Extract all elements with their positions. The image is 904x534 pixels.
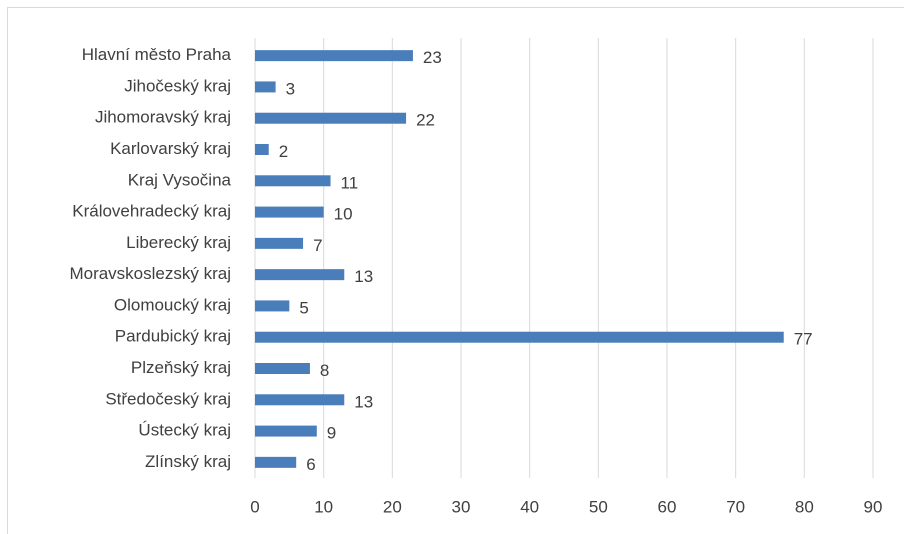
bar bbox=[255, 394, 345, 406]
bar bbox=[255, 331, 784, 343]
bar bbox=[255, 206, 324, 218]
bar bbox=[255, 81, 276, 93]
bar bbox=[255, 300, 290, 312]
y-tick-label: Jihomoravský kraj bbox=[95, 108, 231, 127]
y-tick-label: Moravskoslezský kraj bbox=[69, 264, 231, 283]
y-tick-label: Liberecký kraj bbox=[126, 233, 231, 252]
x-tick-label: 60 bbox=[658, 497, 677, 516]
data-label: 3 bbox=[286, 79, 295, 98]
data-label: 13 bbox=[354, 392, 373, 411]
data-label: 8 bbox=[320, 361, 329, 380]
data-label: 10 bbox=[334, 205, 353, 224]
y-tick-label: Královehradecký kraj bbox=[72, 202, 231, 221]
data-label: 2 bbox=[279, 142, 288, 161]
bar bbox=[255, 144, 269, 155]
y-tick-label: Olomoucký kraj bbox=[114, 295, 231, 314]
data-label: 7 bbox=[313, 236, 322, 255]
x-tick-label: 90 bbox=[864, 497, 883, 516]
bar bbox=[255, 175, 331, 187]
data-label: 5 bbox=[299, 298, 308, 317]
y-tick-label: Zlínský kraj bbox=[145, 452, 231, 471]
chart-border bbox=[7, 7, 904, 534]
y-tick-label: Pardubický kraj bbox=[115, 327, 231, 346]
y-tick-label: Hlavní město Praha bbox=[82, 45, 232, 64]
y-tick-label: Středočeský kraj bbox=[105, 389, 231, 408]
bar bbox=[255, 50, 413, 62]
bar bbox=[255, 237, 304, 249]
y-tick-label: Jihočeský kraj bbox=[124, 76, 231, 95]
bar bbox=[255, 363, 310, 374]
data-label: 23 bbox=[423, 48, 442, 67]
data-label: 13 bbox=[354, 267, 373, 286]
x-tick-label: 70 bbox=[726, 497, 745, 516]
bar bbox=[255, 112, 407, 124]
x-tick-label: 40 bbox=[520, 497, 539, 516]
x-tick-label: 10 bbox=[314, 497, 333, 516]
bar bbox=[255, 269, 345, 281]
y-tick-label: Ústecký kraj bbox=[138, 421, 231, 440]
y-tick-label: Karlovarský kraj bbox=[110, 139, 231, 158]
y-tick-label: Kraj Vysočina bbox=[128, 170, 232, 189]
data-label: 11 bbox=[341, 173, 359, 192]
data-label: 22 bbox=[416, 111, 435, 130]
x-tick-label: 20 bbox=[383, 497, 402, 516]
bar bbox=[255, 425, 317, 437]
x-tick-label: 0 bbox=[250, 497, 259, 516]
data-label: 6 bbox=[306, 455, 315, 474]
x-tick-label: 50 bbox=[589, 497, 608, 516]
data-label: 77 bbox=[794, 330, 813, 349]
x-tick-label: 80 bbox=[795, 497, 814, 516]
y-tick-label: Plzeňský kraj bbox=[131, 358, 231, 377]
x-tick-label: 30 bbox=[452, 497, 471, 516]
data-label: 9 bbox=[327, 424, 336, 443]
bar bbox=[255, 456, 297, 468]
